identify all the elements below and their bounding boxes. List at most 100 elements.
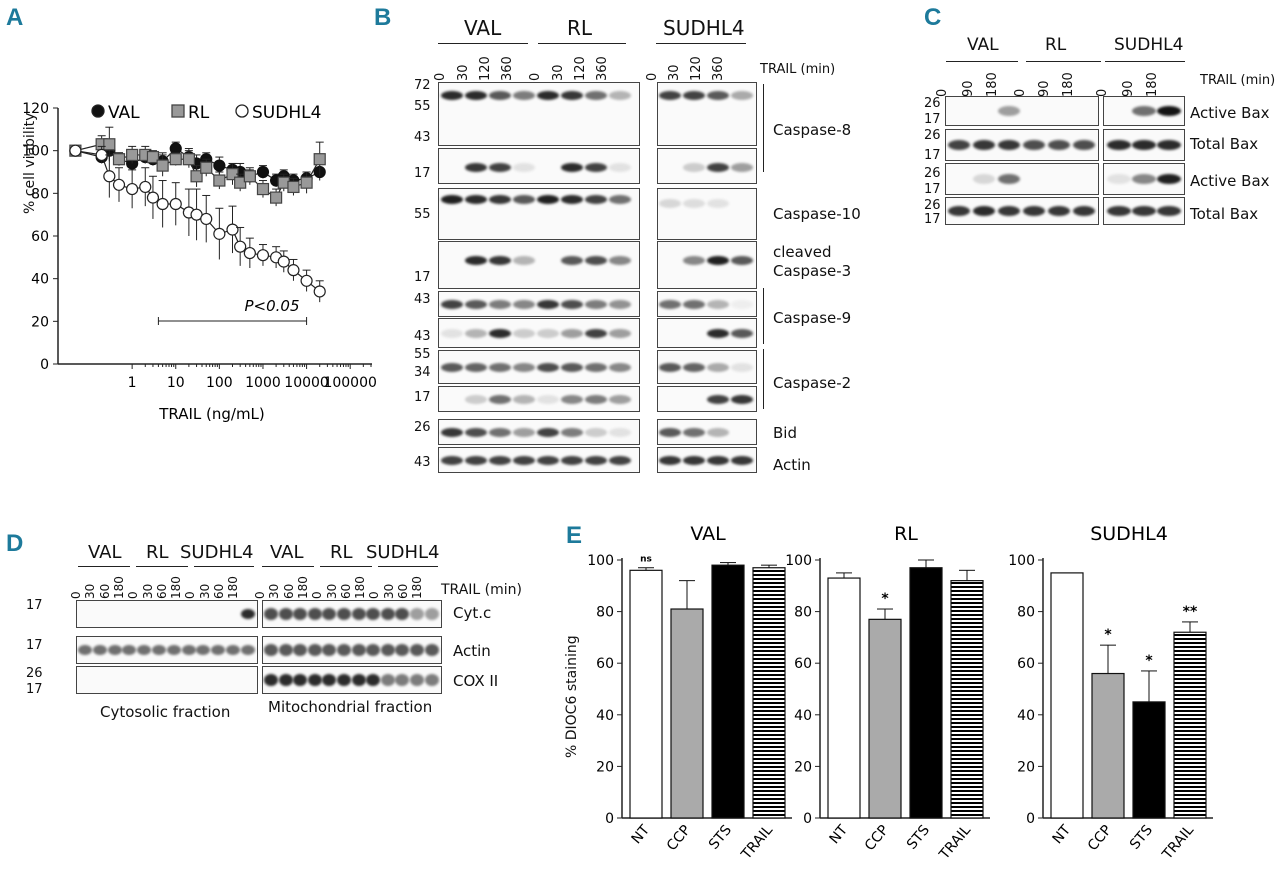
c-line-val	[946, 61, 1018, 62]
d-time-label: 60	[338, 583, 353, 599]
band	[537, 195, 559, 204]
band	[585, 363, 607, 372]
b-bracket-casp2	[763, 349, 764, 409]
a-point	[243, 170, 256, 183]
band	[1107, 206, 1131, 216]
band	[707, 428, 729, 437]
panel-letter-d: D	[6, 530, 24, 557]
b-cell-sudhl4: SUDHL4	[663, 16, 745, 40]
band	[1073, 140, 1095, 150]
e-category-label: NT	[629, 822, 654, 847]
a-point	[213, 174, 226, 187]
a-point	[300, 176, 313, 189]
a-point	[112, 153, 126, 166]
band	[948, 206, 970, 216]
d-cell-val-2: VAL	[270, 542, 304, 563]
b-label-caspase10: Caspase-10	[773, 205, 861, 223]
a-ytick-label: 60	[31, 229, 49, 245]
e-annotation: ns	[640, 555, 652, 565]
band	[337, 674, 351, 686]
d-time-label: 180	[295, 576, 310, 599]
b-line-val	[438, 43, 528, 44]
b-blot-left-3	[438, 241, 640, 289]
band	[513, 195, 535, 204]
band	[707, 163, 729, 172]
a-legend-label: VAL	[108, 103, 140, 123]
a-point	[139, 180, 152, 194]
band	[585, 163, 607, 172]
d-time-label: 30	[140, 583, 155, 599]
band	[380, 674, 395, 686]
band	[424, 608, 439, 620]
band	[241, 675, 255, 685]
d-line-1	[78, 566, 130, 567]
a-ytick-label: 20	[31, 314, 49, 330]
band	[683, 300, 705, 309]
b-blot-right-0	[657, 82, 757, 146]
a-ytick-label: 80	[31, 186, 49, 202]
band	[561, 395, 583, 404]
a-xtick-label: 100000	[323, 375, 376, 391]
b-blot-left-7	[438, 386, 640, 412]
e-ytick-label: 80	[596, 605, 614, 621]
band	[211, 609, 225, 619]
band	[537, 395, 559, 404]
band	[998, 140, 1020, 150]
band	[537, 428, 559, 437]
band	[585, 91, 607, 100]
a-xtick-label: 1000	[245, 375, 281, 391]
e-ytick-label: 60	[1017, 656, 1035, 672]
band	[731, 395, 753, 404]
a-point	[146, 150, 160, 164]
band	[366, 674, 381, 686]
band	[424, 644, 439, 656]
band	[424, 674, 439, 686]
band	[561, 456, 583, 465]
b-time-label: 120	[573, 56, 588, 81]
d-label-coxii: COX II	[453, 672, 499, 690]
d-cell-sudhl4-2: SUDHL4	[366, 542, 440, 563]
d-line-6	[378, 566, 438, 567]
a-point	[112, 178, 126, 191]
d-time-label: 180	[353, 576, 368, 599]
e-bar-nt	[827, 577, 861, 819]
band	[293, 608, 308, 620]
d-blot-right-1	[262, 636, 442, 664]
e-category-label: CCP	[664, 822, 694, 854]
band	[226, 645, 240, 655]
band	[1073, 106, 1095, 116]
e-chart-title: RL	[894, 523, 918, 545]
b-time-label: 0	[645, 72, 660, 81]
band	[489, 395, 511, 404]
e-ytick-label: 0	[605, 811, 614, 827]
b-blot-right-1	[657, 148, 757, 184]
band	[122, 609, 136, 619]
band	[465, 428, 487, 437]
b-blot-right-6	[657, 350, 757, 384]
e-ytick-label: 20	[596, 759, 614, 775]
band	[537, 91, 559, 100]
band	[585, 329, 607, 338]
band	[264, 674, 278, 686]
band	[166, 645, 181, 655]
band	[1023, 174, 1045, 184]
e-bar-sts	[1132, 701, 1166, 819]
a-legend-label: RL	[188, 103, 210, 123]
band	[322, 608, 337, 620]
c-blot-right-3	[1103, 197, 1185, 225]
b-time-label: 30	[551, 64, 566, 81]
a-point	[256, 165, 270, 179]
b-time-label: 30	[456, 64, 471, 81]
a-point	[200, 212, 213, 226]
e-ytick-label: 20	[1017, 759, 1035, 775]
b-label-actin: Actin	[773, 456, 811, 474]
viability-y-label: % cell viability	[22, 112, 38, 214]
e-annotation: *	[1104, 627, 1112, 643]
band	[441, 300, 463, 309]
a-xtick-label: 100	[206, 375, 233, 391]
a-series-sudhl4	[69, 144, 326, 303]
b-trail-label: TRAIL (min)	[760, 62, 836, 77]
band	[293, 644, 308, 656]
